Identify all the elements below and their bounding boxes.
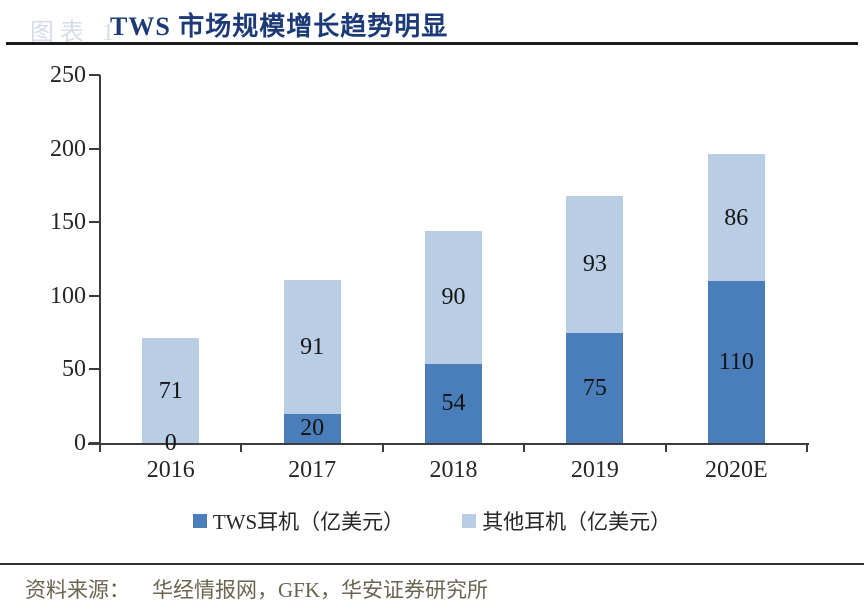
- x-tick: [806, 443, 808, 452]
- x-tick: [664, 443, 667, 452]
- legend-marker-icon: [192, 514, 207, 528]
- x-axis-label: 2017: [288, 457, 337, 483]
- y-tick-label: 150: [50, 209, 86, 236]
- figure-number-label: 图表 1: [30, 20, 120, 46]
- source-label: 资料来源：: [25, 578, 130, 602]
- y-tick: [89, 74, 100, 76]
- chart-legend: TWS耳机（亿美元） 其他耳机（亿美元）: [0, 506, 864, 536]
- bar-value-label: 20: [300, 415, 325, 442]
- bar-value-label: 71: [158, 377, 183, 404]
- source-text: 华经情报网，GFK，华安证券研究所: [152, 578, 489, 602]
- y-tick: [89, 221, 100, 224]
- y-tick-label: 0: [74, 430, 86, 456]
- bar-segment-1-2019: [566, 195, 624, 333]
- bar-segment-0-2017: [283, 413, 341, 443]
- bar-segment-0-2018: [425, 363, 482, 443]
- bar-segment-0-2020E: [707, 281, 765, 443]
- bar-value-label: 75: [582, 374, 607, 401]
- x-axis-label: 2019: [570, 457, 619, 483]
- x-axis: [88, 443, 809, 445]
- bar-segment-1-2016: [142, 338, 200, 443]
- y-tick: [89, 294, 100, 297]
- x-tick: [381, 443, 384, 452]
- bar-value-label: 90: [441, 284, 466, 311]
- y-tick-label: 100: [50, 282, 86, 309]
- legend-marker-icon: [462, 514, 477, 528]
- y-tick-label: 250: [50, 62, 86, 88]
- y-tick: [89, 368, 100, 371]
- bar-segment-1-2018: [425, 231, 482, 364]
- bar-value-label: 110: [718, 349, 754, 376]
- bar-value-label: 0: [164, 430, 177, 456]
- y-tick-label: 200: [50, 135, 86, 162]
- bar-segment-0-2019: [566, 332, 624, 443]
- y-tick-label: 50: [62, 356, 86, 383]
- bar-value-label: 93: [582, 251, 607, 278]
- y-axis: [99, 75, 101, 443]
- source-note: 资料来源： 华经情报网，GFK，华安证券研究所: [25, 574, 488, 604]
- bar-value-label: 91: [300, 333, 325, 360]
- x-axis-label: 2020E: [704, 457, 768, 483]
- footer-divider: [0, 563, 864, 565]
- bar-segment-1-2020E: [707, 154, 765, 282]
- bar-value-label: 86: [724, 204, 749, 231]
- x-tick: [523, 443, 526, 452]
- legend-label: TWS耳机（亿美元）: [212, 510, 405, 534]
- legend-item: TWS耳机（亿美元）: [192, 506, 405, 536]
- x-axis-label: 2016: [146, 457, 195, 483]
- x-tick: [240, 443, 243, 452]
- x-axis-label: 2018: [429, 457, 478, 483]
- title-divider: [6, 42, 858, 45]
- figure-title: TWS 市场规模增长趋势明显: [110, 12, 449, 41]
- bar-segment-1-2017: [283, 279, 341, 414]
- bar-value-label: 54: [441, 390, 466, 417]
- x-tick: [99, 443, 101, 452]
- y-tick: [89, 147, 100, 150]
- legend-item: 其他耳机（亿美元）: [462, 506, 671, 536]
- legend-label: 其他耳机（亿美元）: [482, 510, 672, 534]
